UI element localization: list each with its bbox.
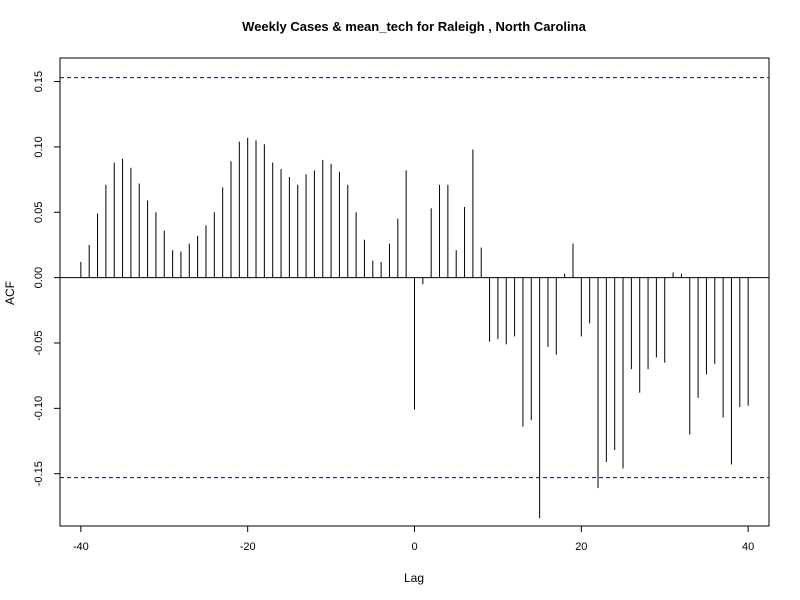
x-tick-label: 20 xyxy=(575,541,587,553)
x-tick-label: -40 xyxy=(73,541,89,553)
chart-title: Weekly Cases & mean_tech for Raleigh , N… xyxy=(242,19,586,34)
y-tick-label: 0.05 xyxy=(33,202,45,223)
y-tick-label: -0.15 xyxy=(33,461,45,486)
y-axis-label: ACF xyxy=(3,281,17,305)
y-tick-label: -0.05 xyxy=(33,330,45,355)
x-tick-label: -20 xyxy=(240,541,256,553)
y-tick-label: 0.10 xyxy=(33,136,45,157)
y-tick-label: 0.00 xyxy=(33,267,45,288)
x-axis-label: Lag xyxy=(404,571,424,585)
plot-area: -40 -20 0 20 40 -0.15 -0.10 -0.05 0.00 0.05 0.10 0.… xyxy=(33,57,770,553)
x-tick-label: 40 xyxy=(742,541,754,553)
x-tick-label: 0 xyxy=(411,541,417,553)
y-tick-label: -0.10 xyxy=(33,396,45,421)
y-tick-label: 0.15 xyxy=(33,71,45,92)
